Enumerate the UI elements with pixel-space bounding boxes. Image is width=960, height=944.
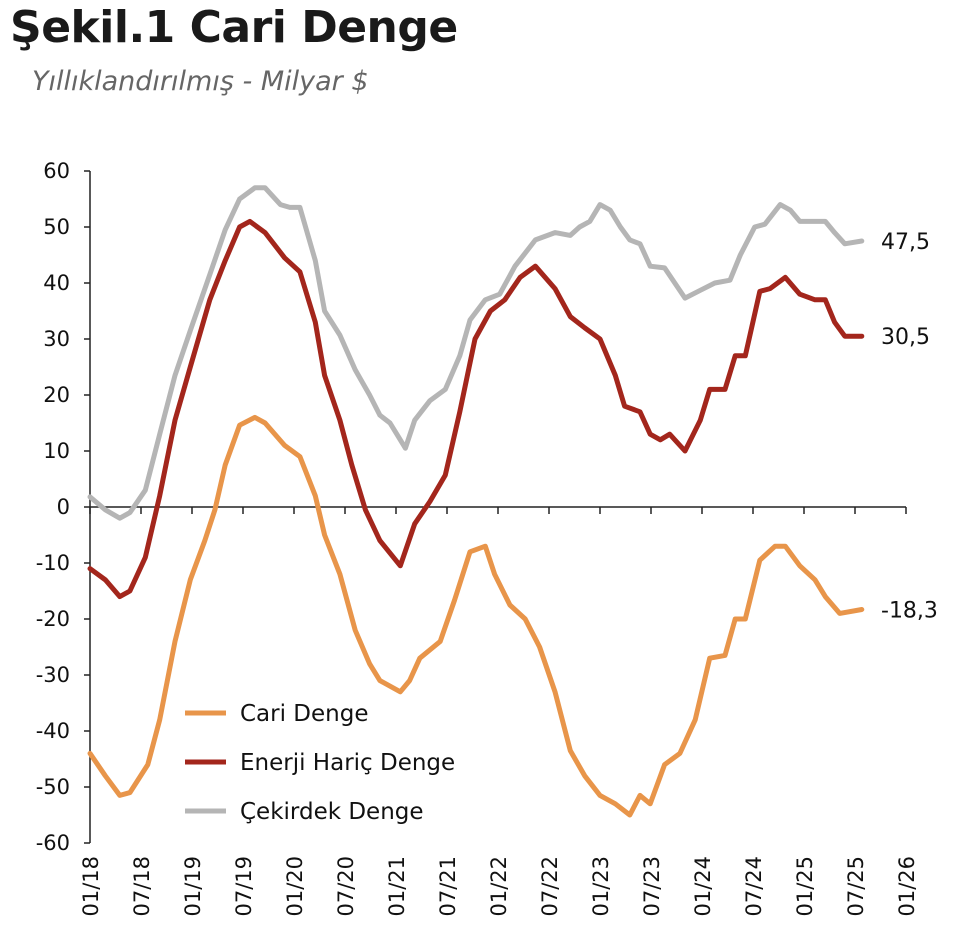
x-tick-label: 01/20: [283, 856, 307, 917]
y-tick-label: 30: [43, 327, 70, 351]
legend-label: Çekirdek Denge: [240, 799, 424, 825]
series-line-2: [87, 185, 865, 521]
y-tick-label: 60: [43, 159, 70, 183]
x-tick-label: 07/23: [640, 856, 664, 917]
y-tick-label: 10: [43, 439, 70, 463]
x-tick-label: 01/18: [79, 856, 103, 917]
y-tick-label: -30: [36, 663, 70, 687]
x-tick-label: 07/19: [232, 856, 256, 917]
x-tick-label: 07/22: [538, 856, 562, 917]
y-tick-label: -20: [36, 607, 70, 631]
series-line-0: [87, 414, 865, 818]
x-tick-label: 07/21: [436, 856, 460, 917]
y-tick-label: 50: [43, 215, 70, 239]
end-value-label: -18,3: [881, 598, 938, 623]
x-tick-label: 01/24: [691, 856, 715, 917]
end-value-label: 47,5: [881, 230, 930, 255]
y-tick-label: -10: [36, 551, 70, 575]
chart-title: Şekil.1 Cari Denge: [10, 2, 458, 53]
x-tick-label: 07/18: [130, 856, 154, 917]
y-tick-label: 40: [43, 271, 70, 295]
y-tick-label: 0: [57, 495, 70, 519]
y-tick-label: -60: [36, 831, 70, 855]
series-line-1: [87, 218, 865, 600]
y-tick-label: -50: [36, 775, 70, 799]
legend-label: Cari Denge: [240, 701, 369, 727]
end-value-label: 30,5: [881, 325, 930, 350]
legend-label: Enerji Hariç Denge: [240, 750, 455, 776]
x-tick-label: 01/25: [793, 856, 817, 917]
x-tick-label: 01/21: [385, 856, 409, 917]
x-tick-label: 01/26: [895, 856, 919, 917]
y-tick-label: -40: [36, 719, 70, 743]
x-tick-label: 07/20: [334, 856, 358, 917]
x-tick-label: 01/23: [589, 856, 613, 917]
x-tick-label: 07/24: [742, 856, 766, 917]
x-tick-label: 01/22: [487, 856, 511, 917]
chart-subtitle: Yıllıklandırılmış - Milyar $: [32, 66, 369, 97]
y-tick-label: 20: [43, 383, 70, 407]
x-tick-label: 07/25: [844, 856, 868, 917]
x-tick-label: 01/19: [181, 856, 205, 917]
